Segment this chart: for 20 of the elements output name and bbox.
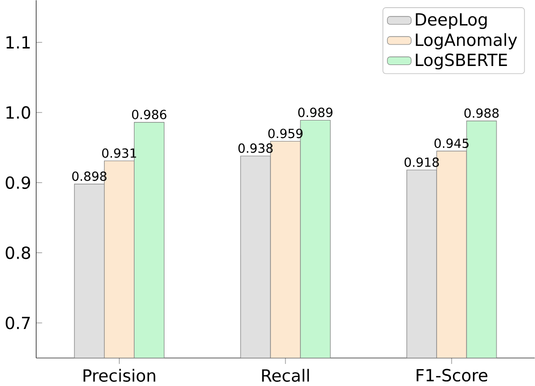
y-tick-label: 1.0: [6, 106, 30, 119]
x-tick-label: Recall: [262, 368, 309, 382]
data-label: 0.989: [298, 107, 332, 117]
data-label: 0.988: [464, 108, 499, 118]
x-tick-label: Precision: [84, 368, 156, 382]
legend-label: LogSBERTE: [416, 53, 507, 70]
data-label: 0.898: [72, 171, 106, 181]
data-label: 0.945: [434, 138, 468, 148]
data-label: 0.918: [404, 157, 439, 167]
y-tick-label: 0.8: [6, 246, 30, 259]
data-label: 0.938: [238, 143, 273, 153]
data-label: 0.986: [132, 110, 166, 120]
x-tick-label: F1-Score: [416, 368, 488, 382]
data-label: 0.959: [268, 128, 303, 138]
y-tick-label: 1.1: [6, 36, 30, 48]
data-label: 0.931: [102, 148, 136, 158]
legend-label: LogAnomaly: [416, 32, 518, 50]
y-tick-label: 0.7: [6, 316, 30, 330]
y-tick-label: 0.9: [6, 176, 30, 189]
legend-label: DeepLog: [416, 13, 487, 29]
